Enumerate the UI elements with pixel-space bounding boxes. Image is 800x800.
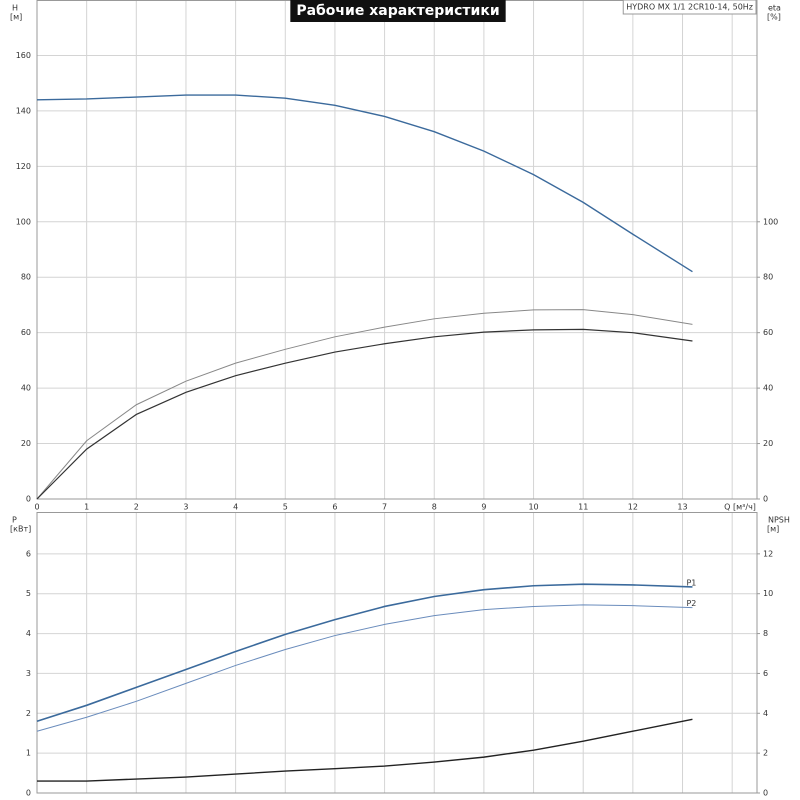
y2-tick-label: 60	[763, 328, 773, 337]
y2-tick-label: 0	[763, 495, 768, 504]
series-line	[36, 94, 693, 273]
y2-tick-label: 100	[763, 217, 778, 226]
x-tick-label: 13	[677, 503, 687, 512]
y-tick-label: 140	[16, 106, 31, 115]
y-tick-label: 40	[21, 384, 31, 393]
x-tick-label: 9	[481, 503, 486, 512]
y-axis-unit: [кВт]	[10, 525, 31, 534]
y2-tick-label: 40	[763, 384, 773, 393]
y-tick-label: 80	[21, 273, 31, 282]
series-line	[36, 583, 693, 723]
series-line	[36, 309, 693, 500]
y2-tick-label: 12	[763, 549, 773, 558]
y2-tick-label: 8	[763, 629, 768, 638]
y-tick-label: 0	[26, 789, 31, 798]
y-tick-label: 5	[26, 589, 31, 598]
y-tick-label: 1	[26, 749, 31, 758]
y2-tick-label: 4	[763, 709, 768, 718]
x-tick-label: 4	[233, 503, 238, 512]
x-tick-label: 1	[84, 503, 89, 512]
y2-tick-label: 10	[763, 589, 773, 598]
subtitle-box	[622, 0, 757, 15]
y2-axis-unit: [%]	[767, 13, 781, 22]
x-tick-label: 0	[34, 503, 39, 512]
y2-tick-label: 2	[763, 749, 768, 758]
y-tick-label: 3	[26, 669, 31, 678]
x-tick-label: 2	[134, 503, 139, 512]
y2-tick-label: 80	[763, 273, 773, 282]
plot-frame	[36, 0, 758, 500]
y-tick-label: 160	[16, 51, 31, 60]
y-tick-label: 60	[21, 328, 31, 337]
series-label: P1	[686, 578, 696, 587]
y2-axis-unit: [м]	[767, 525, 779, 534]
x-tick-label: 12	[628, 503, 638, 512]
x-axis-label: Q [м³/ч]	[724, 503, 756, 512]
chart-subtitle: HYDRO MX 1/1 2CR10-14, 50Hz	[626, 3, 753, 12]
y-axis-label: P	[12, 516, 17, 525]
series-label: P2	[686, 599, 696, 608]
series-line	[36, 328, 693, 500]
series-line	[37, 718, 693, 782]
y-tick-label: 4	[26, 629, 31, 638]
x-tick-label: 5	[283, 503, 288, 512]
x-tick-label: 10	[528, 503, 538, 512]
y-tick-label: 100	[16, 217, 31, 226]
series-line	[36, 604, 693, 732]
x-tick-label: 8	[432, 503, 437, 512]
y2-axis-label: NPSH	[768, 516, 790, 525]
y-tick-label: 6	[26, 549, 31, 558]
y2-axis-label: eta	[768, 4, 781, 13]
y-tick-label: 2	[26, 709, 31, 718]
x-tick-label: 7	[382, 503, 387, 512]
y2-tick-label: 6	[763, 669, 768, 678]
y-tick-label: 20	[21, 439, 31, 448]
y-axis-unit: [м]	[10, 13, 22, 22]
chart-title: Рабочие характеристики	[296, 3, 499, 19]
x-tick-label: 11	[578, 503, 588, 512]
x-tick-label: 3	[183, 503, 188, 512]
title-box	[290, 0, 506, 22]
y-tick-label: 0	[26, 495, 31, 504]
y2-tick-label: 20	[763, 439, 773, 448]
y-tick-label: 120	[16, 162, 31, 171]
y2-tick-label: 0	[763, 789, 768, 798]
y-axis-label: H	[12, 4, 18, 13]
plot-frame	[36, 512, 758, 794]
x-tick-label: 6	[332, 503, 337, 512]
